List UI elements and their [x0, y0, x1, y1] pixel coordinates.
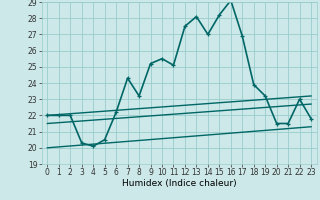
X-axis label: Humidex (Indice chaleur): Humidex (Indice chaleur)	[122, 179, 236, 188]
